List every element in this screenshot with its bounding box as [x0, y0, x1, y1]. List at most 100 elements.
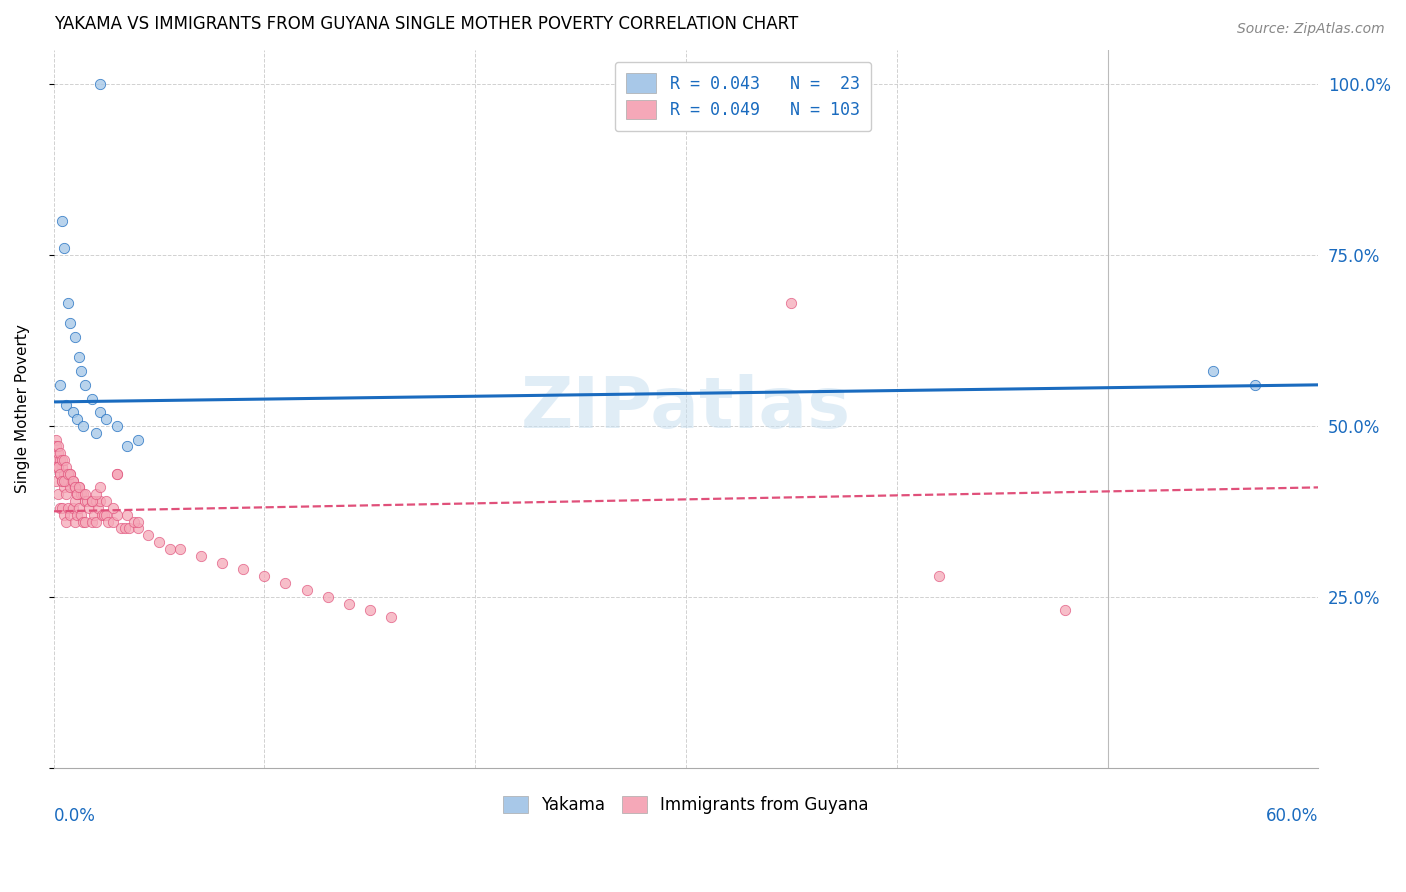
Point [45, 453, 67, 467]
Point [75, 377, 97, 392]
Point [45, 459, 67, 474]
Point [89, 480, 111, 494]
Text: 60.0%: 60.0% [1265, 807, 1319, 825]
Point [84, 494, 107, 508]
Point [46, 446, 69, 460]
Point [49, 453, 72, 467]
Point [45, 433, 67, 447]
Point [46, 459, 69, 474]
Point [63, 480, 86, 494]
Point [72, 418, 94, 433]
Point [96, 508, 118, 522]
Point [62, 474, 84, 488]
Point [72, 515, 94, 529]
Point [359, 603, 381, 617]
Point [53, 241, 76, 255]
Point [84, 487, 107, 501]
Point [66, 487, 89, 501]
Point [337, 597, 360, 611]
Point [105, 467, 128, 481]
Point [46, 487, 69, 501]
Point [51, 213, 73, 227]
Point [89, 77, 111, 91]
Point [66, 487, 89, 501]
Point [110, 521, 132, 535]
Point [89, 494, 111, 508]
Point [80, 515, 103, 529]
Point [159, 541, 181, 556]
Text: YAKAMA VS IMMIGRANTS FROM GUYANA SINGLE MOTHER POVERTY CORRELATION CHART: YAKAMA VS IMMIGRANTS FROM GUYANA SINGLE … [53, 15, 797, 33]
Point [51, 459, 73, 474]
Legend: Yakama, Immigrants from Guyana: Yakama, Immigrants from Guyana [496, 789, 876, 821]
Point [70, 364, 93, 378]
Point [49, 467, 72, 481]
Point [49, 467, 72, 481]
Point [55, 459, 77, 474]
Point [780, 295, 803, 310]
Point [84, 425, 107, 440]
Point [59, 508, 82, 522]
Point [49, 500, 72, 515]
Point [105, 467, 128, 481]
Point [105, 418, 128, 433]
Point [76, 494, 98, 508]
Point [1054, 603, 1077, 617]
Point [46, 439, 69, 453]
Y-axis label: Single Mother Poverty: Single Mother Poverty [15, 325, 30, 493]
Point [928, 569, 950, 583]
Point [1202, 364, 1225, 378]
Point [55, 515, 77, 529]
Point [274, 576, 297, 591]
Point [67, 480, 90, 494]
Point [63, 515, 86, 529]
Point [59, 467, 82, 481]
Point [253, 569, 276, 583]
Point [97, 515, 120, 529]
Point [51, 453, 73, 467]
Point [53, 467, 76, 481]
Point [114, 521, 136, 535]
Point [295, 582, 318, 597]
Point [83, 508, 105, 522]
Point [117, 508, 139, 522]
Point [58, 474, 80, 488]
Point [67, 500, 90, 515]
Point [117, 439, 139, 453]
Point [127, 521, 149, 535]
Point [45, 439, 67, 453]
Point [80, 494, 103, 508]
Text: ZIPatlas: ZIPatlas [520, 375, 851, 443]
Point [80, 494, 103, 508]
Point [148, 535, 170, 549]
Point [63, 480, 86, 494]
Point [80, 392, 103, 406]
Point [127, 515, 149, 529]
Point [169, 541, 191, 556]
Point [105, 508, 128, 522]
Point [101, 500, 124, 515]
Point [138, 528, 160, 542]
Point [63, 494, 86, 508]
Point [118, 521, 141, 535]
Point [96, 494, 118, 508]
Point [59, 480, 82, 494]
Point [84, 515, 107, 529]
Point [53, 508, 76, 522]
Text: Source: ZipAtlas.com: Source: ZipAtlas.com [1237, 22, 1385, 37]
Point [91, 508, 114, 522]
Point [53, 474, 76, 488]
Point [67, 351, 90, 365]
Point [58, 500, 80, 515]
Point [55, 398, 77, 412]
Point [53, 480, 76, 494]
Point [87, 500, 110, 515]
Point [46, 459, 69, 474]
Point [62, 474, 84, 488]
Point [96, 412, 118, 426]
Point [101, 515, 124, 529]
Point [70, 487, 93, 501]
Point [45, 474, 67, 488]
Point [51, 500, 73, 515]
Point [67, 480, 90, 494]
Point [55, 487, 77, 501]
